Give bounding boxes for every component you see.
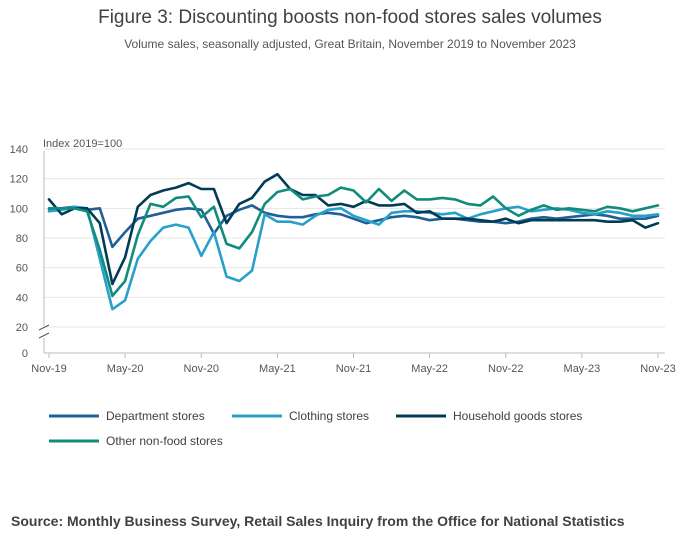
series-line-department-stores [47,204,660,249]
y-tick-label: 80 [16,233,28,245]
series-line-clothing-stores [47,205,660,311]
axes: 0 20 40 60 80 100 120 140 Index 2019=100 Nov-19 Ma… [10,138,676,375]
x-tick-label: Nov-19 [31,363,66,375]
legend-label-department-stores: Department stores [106,409,205,423]
series-lines [47,172,660,311]
y-tick-label: 0 [22,348,28,360]
y-tick-label: 120 [10,174,28,186]
chart-subtitle: Volume sales, seasonally adjusted, Great… [124,37,576,51]
x-tick-label: May-20 [107,363,144,375]
legend-label-household-goods-stores: Household goods stores [453,409,582,423]
x-tick-label: Nov-20 [184,363,219,375]
x-tick-label: Nov-23 [640,363,675,375]
y-tick-label: 40 [16,292,28,304]
x-tick-label: May-22 [411,363,448,375]
series-line-other-non-food-stores [47,186,660,298]
legend-label-other-non-food-stores: Other non-food stores [106,434,223,448]
y-tick-label: 100 [10,203,28,215]
source-note: Source: Monthly Business Survey, Retail … [11,513,625,529]
series-line-household-goods-stores [47,172,660,286]
x-tick-label: Nov-21 [336,363,371,375]
gridlines [44,148,665,328]
x-tick-label: Nov-22 [488,363,523,375]
y-tick-label: 60 [16,263,28,275]
x-tick-label: May-23 [564,363,601,375]
y-tick-label: 140 [10,144,28,156]
chart-title: Figure 3: Discounting boosts non-food st… [98,7,602,28]
x-tick-label: May-21 [259,363,296,375]
legend-label-clothing-stores: Clothing stores [289,409,369,423]
legend: Department stores Clothing stores Househol… [49,409,582,448]
y-tick-label: 20 [16,322,28,334]
axis-break-icon [38,324,50,339]
y-axis-label: Index 2019=100 [43,138,122,150]
